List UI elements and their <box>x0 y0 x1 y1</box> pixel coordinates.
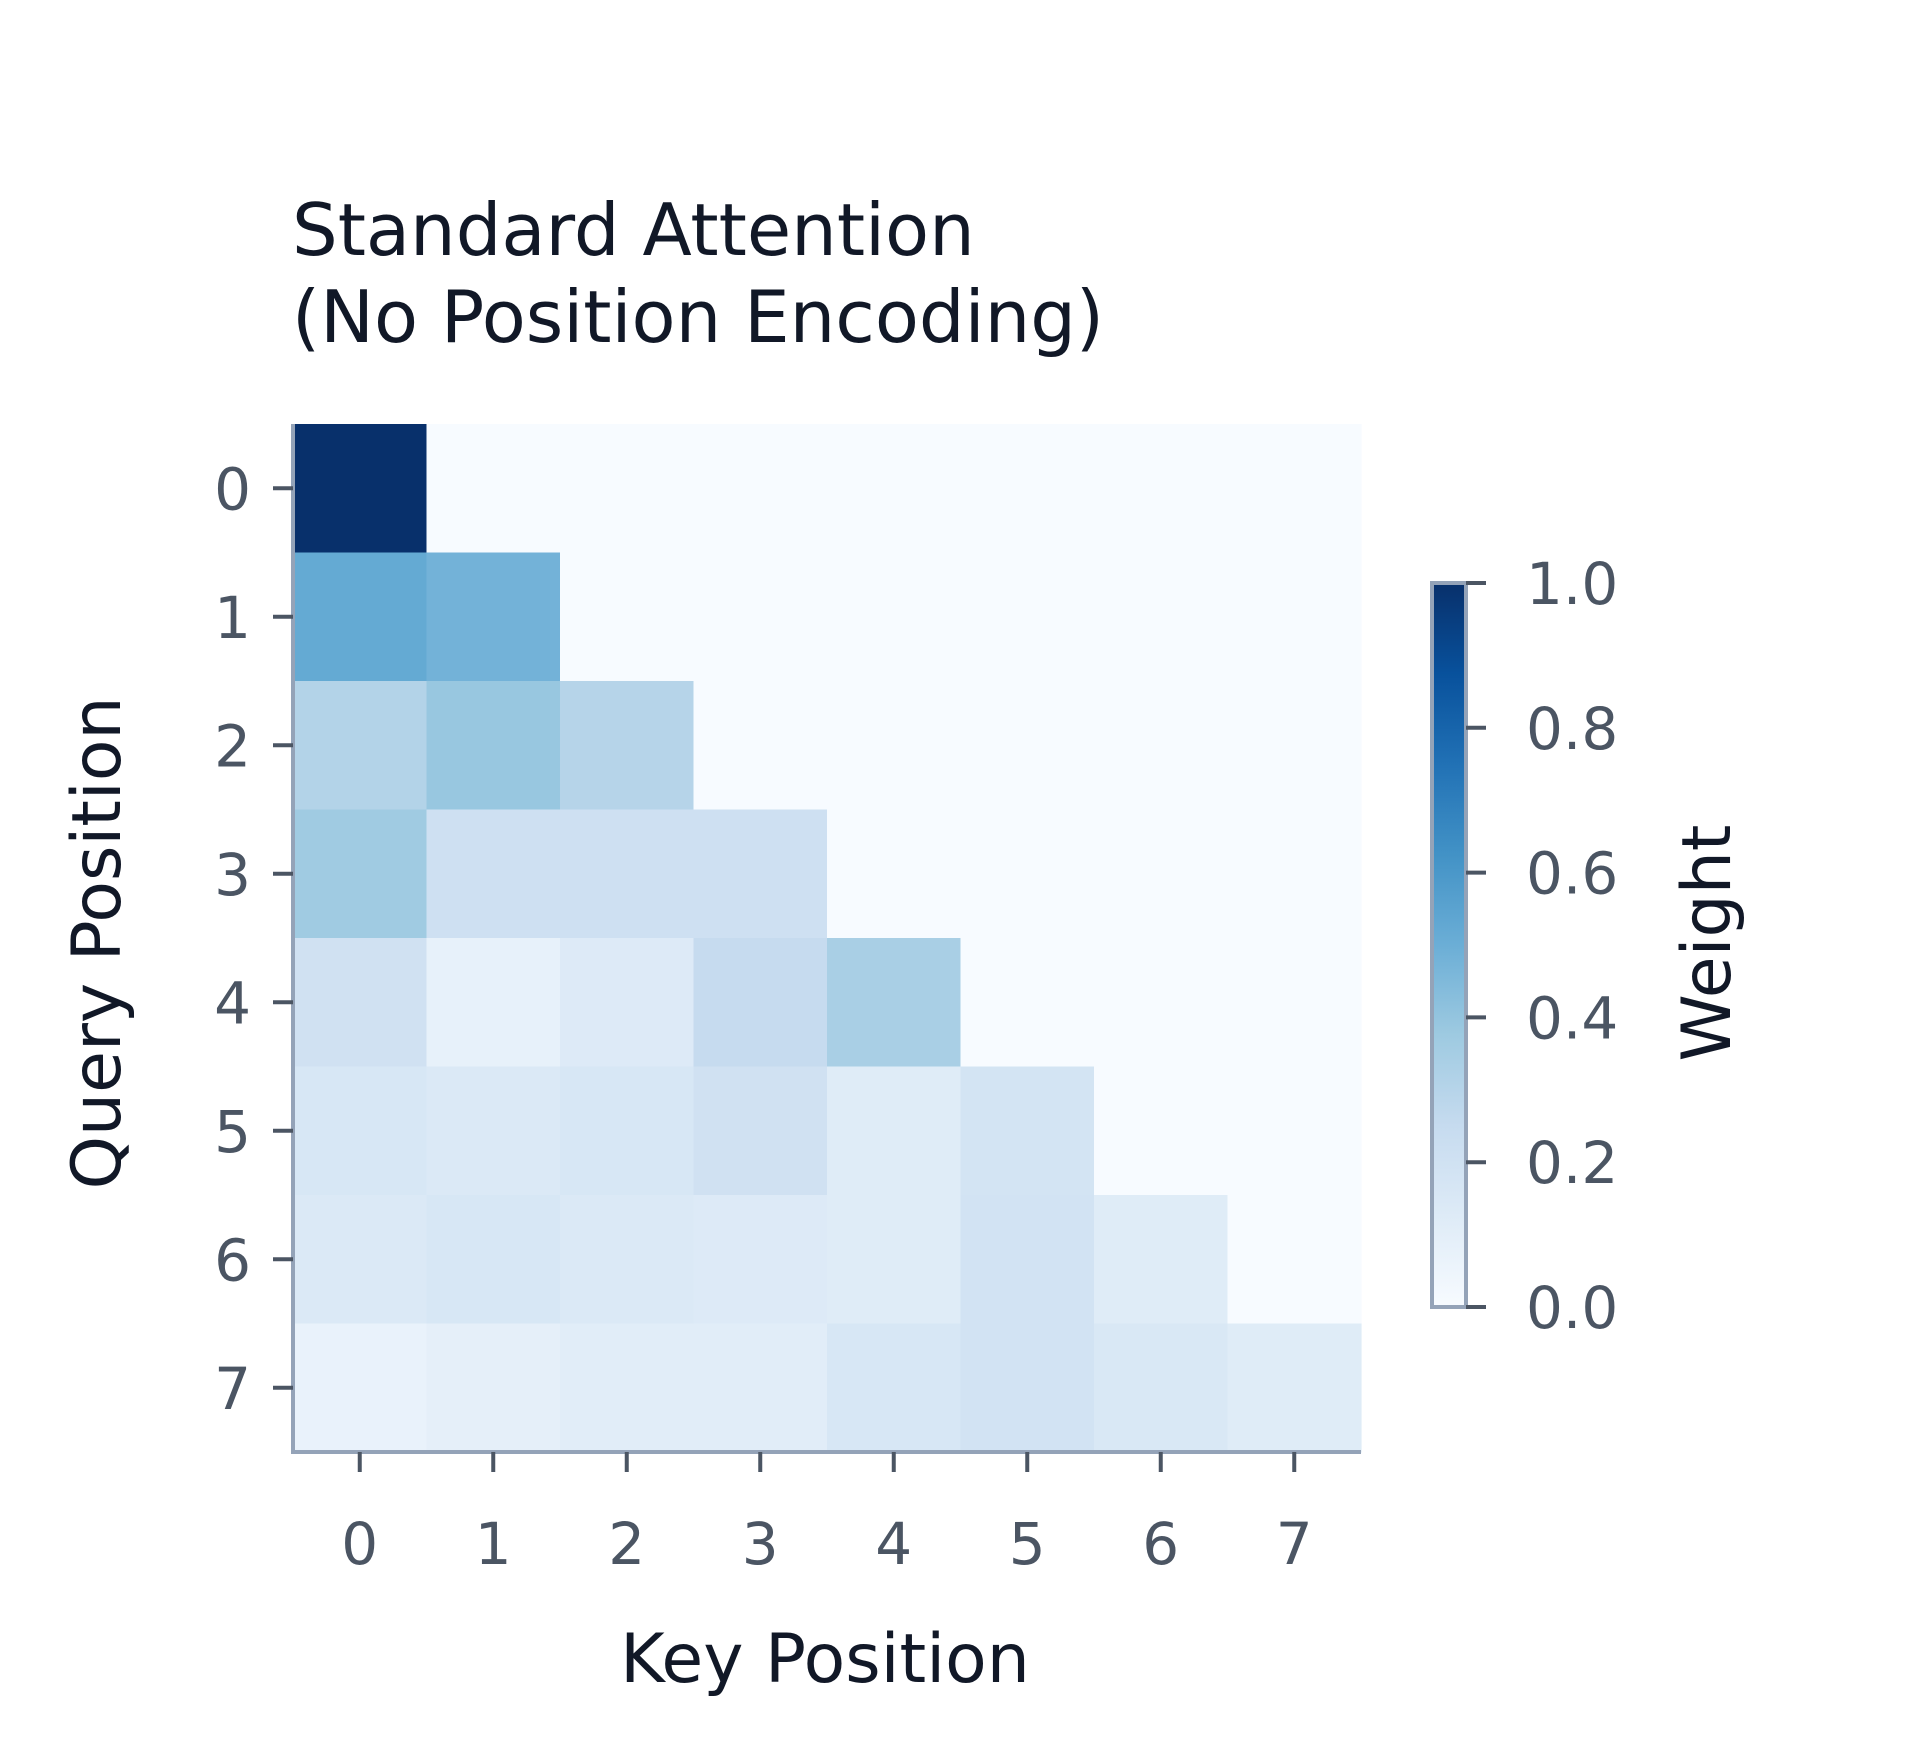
heatmap-cell <box>560 1066 695 1196</box>
colorbar-frame <box>1430 581 1468 1309</box>
heatmap-cell <box>1227 424 1362 554</box>
chart-title-line-2: (No Position Encoding) <box>292 275 1104 359</box>
heatmap-cell <box>293 1195 428 1325</box>
heatmap-cell <box>827 681 962 811</box>
x-tick-label: 5 <box>1009 1510 1046 1578</box>
heatmap-cell <box>693 552 828 682</box>
heatmap-cell <box>293 424 428 554</box>
heatmap-cell <box>560 1195 695 1325</box>
x-tick-label: 3 <box>742 1510 779 1578</box>
x-tick-label: 1 <box>475 1510 512 1578</box>
heatmap-cell <box>426 424 561 554</box>
heatmap-cell <box>560 1323 695 1453</box>
y-axis-ticks: 0 1 2 3 4 5 6 7 <box>214 455 293 1423</box>
heatmap-cell <box>560 552 695 682</box>
heatmap-cell <box>293 938 428 1068</box>
colorbar: 0.0 0.2 0.4 0.6 0.8 1.0 <box>1430 550 1618 1342</box>
y-axis-label: Query Position <box>58 696 137 1189</box>
heatmap-cell <box>1227 809 1362 939</box>
x-tick-label: 2 <box>608 1510 645 1578</box>
heatmap-cell <box>827 938 962 1068</box>
heatmap-cell <box>1094 1195 1229 1325</box>
y-tick-label: 6 <box>214 1226 251 1294</box>
colorbar-tick-label: 0.8 <box>1526 695 1618 763</box>
heatmap-cell <box>1094 552 1229 682</box>
heatmap-cell <box>560 424 695 554</box>
y-tick-label: 3 <box>214 841 251 909</box>
heatmap-axes <box>291 424 1361 1454</box>
heatmap-cell <box>1227 552 1362 682</box>
heatmap-cell <box>827 1066 962 1196</box>
heatmap-cell <box>693 681 828 811</box>
colorbar-label: Weight <box>1668 825 1747 1062</box>
y-tick-label: 5 <box>214 1098 251 1166</box>
x-tick-label: 7 <box>1276 1510 1313 1578</box>
colorbar-gradient <box>1432 583 1466 1307</box>
heatmap-cell <box>827 1323 962 1453</box>
x-axis-ticks: 0 1 2 3 4 5 6 7 <box>341 1452 1313 1578</box>
heatmap-cell <box>560 681 695 811</box>
heatmap-cell <box>426 1066 561 1196</box>
x-tick-label: 4 <box>875 1510 912 1578</box>
x-tick-label: 6 <box>1142 1510 1179 1578</box>
heatmap-cell <box>960 681 1095 811</box>
heatmap-cell <box>827 552 962 682</box>
heatmap-cell <box>293 681 428 811</box>
heatmap-cell <box>960 809 1095 939</box>
heatmap-cell <box>960 424 1095 554</box>
heatmap-cell <box>827 1195 962 1325</box>
heatmap-cell <box>693 1066 828 1196</box>
heatmap-cell <box>293 809 428 939</box>
heatmap-cell <box>1094 1066 1229 1196</box>
colorbar-tick-label: 0.4 <box>1526 984 1618 1052</box>
heatmap-cell <box>1227 1195 1362 1325</box>
y-tick-label: 4 <box>214 969 251 1037</box>
heatmap-cell <box>693 809 828 939</box>
heatmap-cell <box>960 1323 1095 1453</box>
heatmap-cell <box>426 1195 561 1325</box>
heatmap-cell <box>693 424 828 554</box>
heatmap-cells <box>293 424 1362 1453</box>
colorbar-tick-label: 0.0 <box>1526 1274 1618 1342</box>
heatmap-cell <box>293 1323 428 1453</box>
heatmap-cell <box>426 809 561 939</box>
y-tick-label: 7 <box>214 1355 251 1423</box>
x-axis-label: Key Position <box>620 1620 1030 1699</box>
y-tick-label: 2 <box>214 712 251 780</box>
y-tick-label: 1 <box>214 584 251 652</box>
heatmap-cell <box>827 424 962 554</box>
heatmap-cell <box>1227 681 1362 811</box>
heatmap-cell <box>1094 1323 1229 1453</box>
colorbar-tick-label: 1.0 <box>1526 550 1618 618</box>
heatmap-cell <box>1227 1323 1362 1453</box>
chart-title-line-1: Standard Attention <box>292 188 975 272</box>
heatmap-cell <box>426 552 561 682</box>
x-tick-label: 0 <box>341 1510 378 1578</box>
heatmap-cell <box>560 938 695 1068</box>
heatmap-cell <box>426 938 561 1068</box>
heatmap-cell <box>426 1323 561 1453</box>
heatmap-cell <box>293 1066 428 1196</box>
heatmap-cell <box>1094 809 1229 939</box>
heatmap-cell <box>693 938 828 1068</box>
heatmap-cell <box>960 1066 1095 1196</box>
colorbar-tick-label: 0.2 <box>1526 1129 1618 1197</box>
heatmap-cell <box>1094 938 1229 1068</box>
heatmap-cell <box>1227 938 1362 1068</box>
colorbar-tick-label: 0.6 <box>1526 840 1618 908</box>
heatmap-cell <box>960 938 1095 1068</box>
heatmap-cell <box>693 1195 828 1325</box>
heatmap-cell <box>827 809 962 939</box>
heatmap-cell <box>560 809 695 939</box>
heatmap-cell <box>293 552 428 682</box>
y-tick-label: 0 <box>214 455 251 523</box>
heatmap-cell <box>960 552 1095 682</box>
heatmap-cell <box>693 1323 828 1453</box>
heatmap-cell <box>1094 424 1229 554</box>
heatmap-cell <box>426 681 561 811</box>
heatmap-cell <box>960 1195 1095 1325</box>
heatmap-cell <box>1227 1066 1362 1196</box>
heatmap-cell <box>1094 681 1229 811</box>
